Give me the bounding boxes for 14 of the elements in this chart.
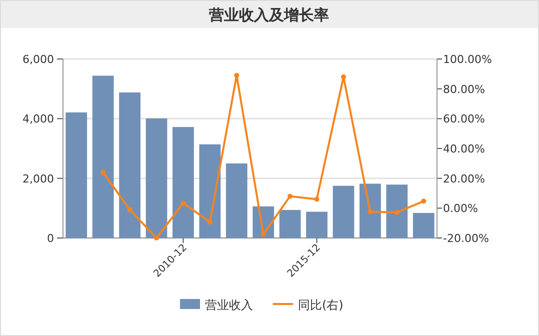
y2tick: 80.00% — [443, 82, 485, 96]
y2tick: 40.00% — [443, 142, 485, 156]
y2tick: 0.00% — [443, 202, 478, 216]
legend: 同比(右) — [298, 298, 344, 312]
ytick: 4,000 — [22, 112, 54, 126]
y2tick: 20.00% — [443, 172, 485, 186]
ytick: 0 — [47, 232, 54, 245]
ytick: 6,000 — [22, 53, 54, 66]
title: 营业收入及增长率 — [209, 6, 329, 24]
legend: 营业收入 — [205, 298, 253, 312]
y2tick: 100.00% — [443, 53, 492, 66]
ytick: 2,000 — [22, 172, 54, 186]
y2tick: 60.00% — [443, 112, 485, 126]
y2tick: -20.00% — [443, 232, 489, 245]
